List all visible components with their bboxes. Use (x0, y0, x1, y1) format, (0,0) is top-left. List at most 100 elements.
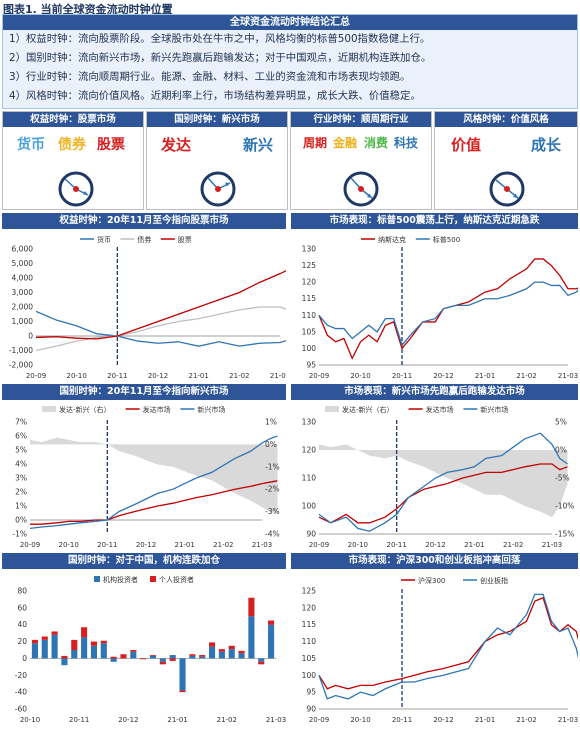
y-tick-label: -60 (15, 705, 27, 714)
bar (90, 641, 98, 646)
bar (218, 649, 225, 652)
y-tick-label: 115 (302, 620, 317, 629)
legend-swatch (94, 576, 100, 582)
bar (238, 653, 245, 659)
clock-label: 货币 (17, 137, 45, 153)
clock-dial-icon (200, 171, 236, 207)
y2-tick-label: -4% (265, 530, 280, 539)
y2-tick-label: -10% (555, 502, 574, 511)
series-line (29, 435, 278, 530)
legend-label: 发达市场 (426, 405, 454, 414)
x-tick-label: 20-09 (309, 541, 329, 549)
clock-label: 科技 (394, 136, 419, 150)
y-tick-label: 4,000 (12, 274, 34, 283)
bar (81, 637, 88, 659)
bar (199, 655, 206, 657)
y-tick-label: 2% (15, 488, 27, 497)
y-tick-label: 100 (302, 671, 317, 680)
bar (61, 658, 68, 666)
y-tick-label: 105 (302, 654, 317, 663)
clock-panel-style: 风格时钟：价值风格 价值 成长 (434, 111, 578, 210)
bar (189, 654, 196, 656)
bar (228, 645, 235, 650)
y-tick-label: 6,000 (12, 245, 34, 254)
legend-label: 发达市场 (143, 405, 171, 414)
clock-label: 新兴 (243, 136, 274, 154)
legend-label: 债券 (137, 235, 151, 244)
chart-title: 市场表现：新兴市场先跑赢后跑输发达市场 (291, 384, 578, 400)
y2-tick-label: -2% (265, 485, 280, 494)
clock-dial-icon (343, 171, 379, 207)
legend-label: 新兴市场 (480, 405, 508, 414)
bar (41, 639, 48, 659)
y-tick-label: -20 (15, 671, 27, 680)
clock-label: 周期 (303, 136, 328, 150)
clock-heading: 国别时钟：新兴市场 (147, 112, 287, 127)
x-tick-label: 20-11 (107, 372, 127, 380)
chart-panel-country-flows: 国别时钟：20年11月至今指向新兴市场 7% 6% 5% 4% 3% 2% 1% 0% -1% 1… (2, 384, 286, 550)
bar (179, 658, 186, 691)
x-tick-label: 20-09 (26, 372, 46, 380)
y2-tick-label: -5% (555, 474, 570, 483)
y-tick-label: 90 (306, 705, 316, 714)
bar (149, 655, 157, 659)
x-tick-label: 21-02 (229, 372, 249, 380)
series-line (35, 310, 293, 347)
area-series (319, 444, 568, 518)
y2-tick-label: -3% (265, 507, 280, 516)
series-line (318, 258, 580, 360)
x-tick-label: 20-10 (66, 372, 86, 380)
x-tick-label: 20-11 (386, 541, 406, 549)
clock-heading: 行业时钟：顺周期行业 (291, 112, 431, 127)
clock-panel-sector: 行业时钟：顺周期行业 周期 金融 消费 科技 (290, 111, 432, 210)
series-line (30, 480, 278, 525)
y-tick-label: 95 (306, 688, 316, 697)
bar (268, 624, 275, 659)
x-tick-label: 21-03 (252, 541, 272, 549)
y2-tick-label: 5% (555, 418, 567, 427)
y-tick-label: 110 (302, 474, 317, 483)
y-tick-label: -2,000 (9, 361, 33, 370)
chart-panel-equity: 权益时钟：20年11月至今指向股票市场 6,000 5,000 4,000 3,000… (2, 213, 293, 381)
series-line (318, 593, 580, 700)
y-tick-label: 20 (17, 637, 27, 646)
bar (169, 658, 176, 661)
x-tick-label: 21-02 (516, 716, 536, 724)
legend-label: 纳斯达克 (378, 235, 406, 244)
bar (90, 645, 98, 659)
clock-heading: 权益时钟：股票市场 (3, 112, 143, 127)
y-tick-label: 5% (15, 446, 27, 455)
y2-tick-label: 0% (265, 440, 277, 449)
x-tick-label: 20-12 (425, 541, 445, 549)
bar (268, 620, 275, 625)
chart-title: 市场表现：标普500震荡上行，纳斯达克近期急跌 (291, 213, 578, 229)
y-tick-label: 5,000 (12, 259, 34, 268)
x-tick-label: 21-03 (270, 372, 286, 380)
legend-label: 新兴市场 (197, 405, 225, 414)
y-tick-label: 130 (302, 245, 317, 254)
x-tick-label: 21-03 (558, 372, 578, 380)
x-tick-label: 20-10 (58, 541, 78, 549)
x-tick-label: 21-03 (266, 716, 286, 724)
clock-label: 发达 (161, 136, 192, 154)
bar (238, 650, 245, 654)
y2-tick-label: 1% (265, 418, 277, 427)
bar (51, 634, 58, 659)
y-tick-label: 110 (302, 311, 317, 320)
y-tick-label: -1% (12, 530, 27, 539)
y-tick-label: 40 (17, 620, 27, 629)
y-tick-label: 120 (302, 603, 317, 612)
series-line (318, 432, 568, 532)
x-tick-label: 20-10 (20, 716, 40, 724)
chart-panel-china-index: 市场表现：沪深300和创业板指冲高回落 125 120 115 110 105 100 95… (291, 553, 580, 725)
summary-line: 3）行业时钟：流向顺周期行业。能源、金融、材料、工业的资金流和市场表现均领跑。 (9, 71, 411, 83)
x-tick-label: 20-12 (118, 716, 138, 724)
y-tick-label: 3% (15, 474, 27, 483)
clock-label: 股票 (97, 137, 125, 153)
bar (100, 643, 107, 659)
y-tick-label: 120 (302, 446, 317, 455)
series-line (318, 463, 568, 524)
bar (130, 650, 137, 652)
y-tick-label: 1% (15, 502, 27, 511)
bar (149, 655, 157, 656)
